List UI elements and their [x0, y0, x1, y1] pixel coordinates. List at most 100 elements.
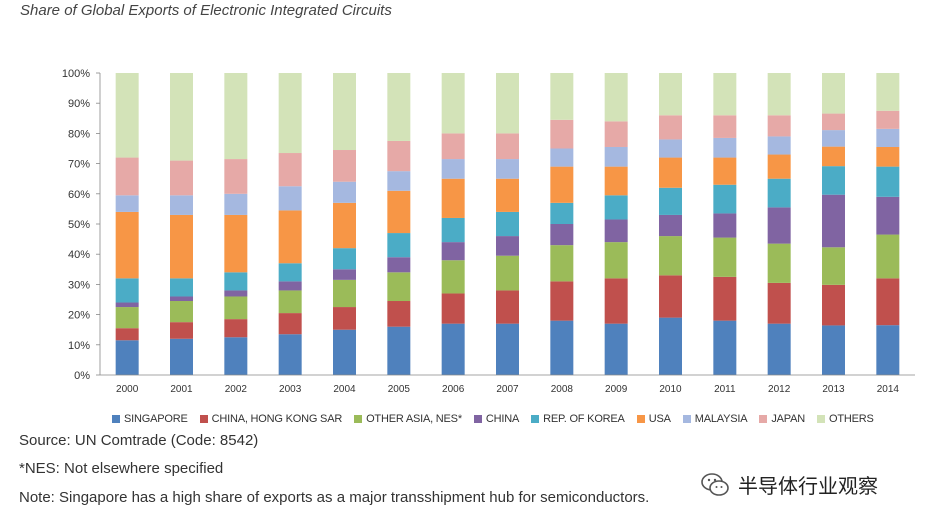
- bar-segment: [496, 133, 519, 160]
- legend-swatch: [816, 415, 825, 423]
- bar-segment: [604, 195, 628, 220]
- bar-segment: [876, 166, 900, 197]
- bar-segment: [387, 140, 411, 172]
- bar-segment: [822, 113, 845, 131]
- bar-segment: [387, 301, 411, 327]
- source-text: Source: UN Comtrade (Code: 8542): [19, 432, 259, 449]
- bar-segment: [224, 193, 248, 215]
- y-tick-label: 70%: [68, 159, 90, 171]
- x-axis: 2000 2001 2002 2003 2004 2005 2006 2007 2008 2009…: [100, 374, 915, 395]
- bar-segment: [604, 242, 628, 279]
- x-tick-label: 2007: [496, 384, 519, 395]
- x-tick-label: 2012: [768, 384, 791, 395]
- bar-segment: [767, 243, 791, 283]
- bar-segment: [224, 337, 248, 375]
- bar-segment: [604, 323, 628, 375]
- bar-segment: [822, 166, 845, 195]
- bar-segment: [659, 214, 682, 237]
- bar-segment: [170, 195, 193, 215]
- bar-segment: [659, 157, 682, 188]
- bar-segment: [550, 281, 574, 321]
- bar-segment: [333, 307, 356, 330]
- bar-segment: [496, 323, 519, 375]
- bar-segment: [278, 263, 302, 282]
- y-tick-label: 40%: [68, 249, 90, 261]
- legend-item: OTHER ASIA, NES*: [354, 413, 462, 425]
- bar-segment: [278, 210, 302, 264]
- legend-item: JAPAN: [759, 413, 805, 425]
- legend: SINGAPORE CHINA, HONG KONG SAR OTHER ASIA,…: [112, 413, 912, 425]
- bar-segment: [333, 73, 356, 151]
- bar-segment: [496, 211, 519, 237]
- bar-segment: [115, 302, 139, 308]
- legend-item: OTHERS: [816, 413, 874, 425]
- bar-segment: [333, 202, 356, 249]
- bar-segment: [333, 279, 356, 308]
- x-tick-label: 2009: [605, 384, 628, 395]
- y-tick-label: 30%: [68, 279, 90, 291]
- bar-segment: [767, 136, 791, 155]
- legend-label: REP. OF KOREA: [543, 413, 625, 425]
- legend-item: CHINA, HONG KONG SAR: [199, 413, 342, 425]
- bar-segment: [604, 166, 628, 196]
- legend-swatch: [636, 415, 645, 423]
- legend-item: SINGAPORE: [112, 413, 188, 425]
- x-tick-label: 2008: [551, 384, 574, 395]
- bar-segment: [115, 157, 139, 196]
- legend-swatch: [682, 415, 691, 423]
- bar-segment: [822, 194, 845, 248]
- bar-segment: [224, 214, 248, 273]
- x-tick-label: 2001: [170, 384, 193, 395]
- bar-segment: [713, 320, 737, 375]
- bar-segment: [170, 296, 193, 302]
- bar-segment: [550, 320, 574, 375]
- bar-segment: [387, 272, 411, 302]
- bar-segment: [278, 186, 302, 211]
- bar-segment: [550, 245, 574, 282]
- legend-swatch: [112, 415, 120, 423]
- bar-segment: [115, 73, 139, 158]
- bar-segment: [604, 73, 628, 122]
- bar-segment: [713, 213, 737, 238]
- y-tick-label: 10%: [68, 340, 90, 352]
- bar-segment: [441, 260, 465, 294]
- bar-segment: [876, 234, 900, 279]
- x-tick-label: 2003: [279, 384, 302, 395]
- bar-segment: [767, 207, 791, 244]
- bar-segment: [550, 73, 574, 120]
- bar-segment: [876, 196, 900, 235]
- x-tick-label: 2014: [877, 384, 900, 395]
- bar-segment: [278, 73, 302, 154]
- bar-segment: [876, 128, 900, 147]
- bar-segment: [441, 217, 465, 243]
- bar-segment: [115, 307, 139, 329]
- bar-segment: [224, 159, 248, 194]
- bar-segment: [387, 190, 411, 234]
- bar-segment: [278, 153, 302, 187]
- bar-segment: [659, 115, 682, 140]
- chart-title: Share of Global Exports of Electronic In…: [20, 2, 392, 19]
- bar-segment: [604, 278, 628, 324]
- bar-segment: [550, 224, 574, 246]
- bar-segment: [659, 73, 682, 116]
- legend-label: SINGAPORE: [124, 413, 188, 425]
- y-tick-label: 90%: [68, 98, 90, 110]
- x-tick-label: 2004: [333, 384, 356, 395]
- bar-segment: [713, 276, 737, 321]
- bar-segment: [278, 290, 302, 314]
- bar-segment: [387, 326, 411, 375]
- x-tick-label: 2006: [442, 384, 465, 395]
- legend-label: JAPAN: [771, 413, 805, 425]
- bar-segment: [876, 278, 900, 326]
- bar-segment: [713, 137, 737, 158]
- bar-segment: [170, 338, 193, 375]
- bar-segment: [767, 323, 791, 375]
- bar-segment: [713, 184, 737, 214]
- watermark: 半导体行业观察: [700, 470, 878, 499]
- bar-segment: [496, 159, 519, 179]
- bar-segment: [387, 171, 411, 191]
- bar-segment: [550, 119, 574, 149]
- bar-segment: [441, 133, 465, 160]
- bar-segment: [604, 219, 628, 243]
- bar-segment: [822, 130, 845, 147]
